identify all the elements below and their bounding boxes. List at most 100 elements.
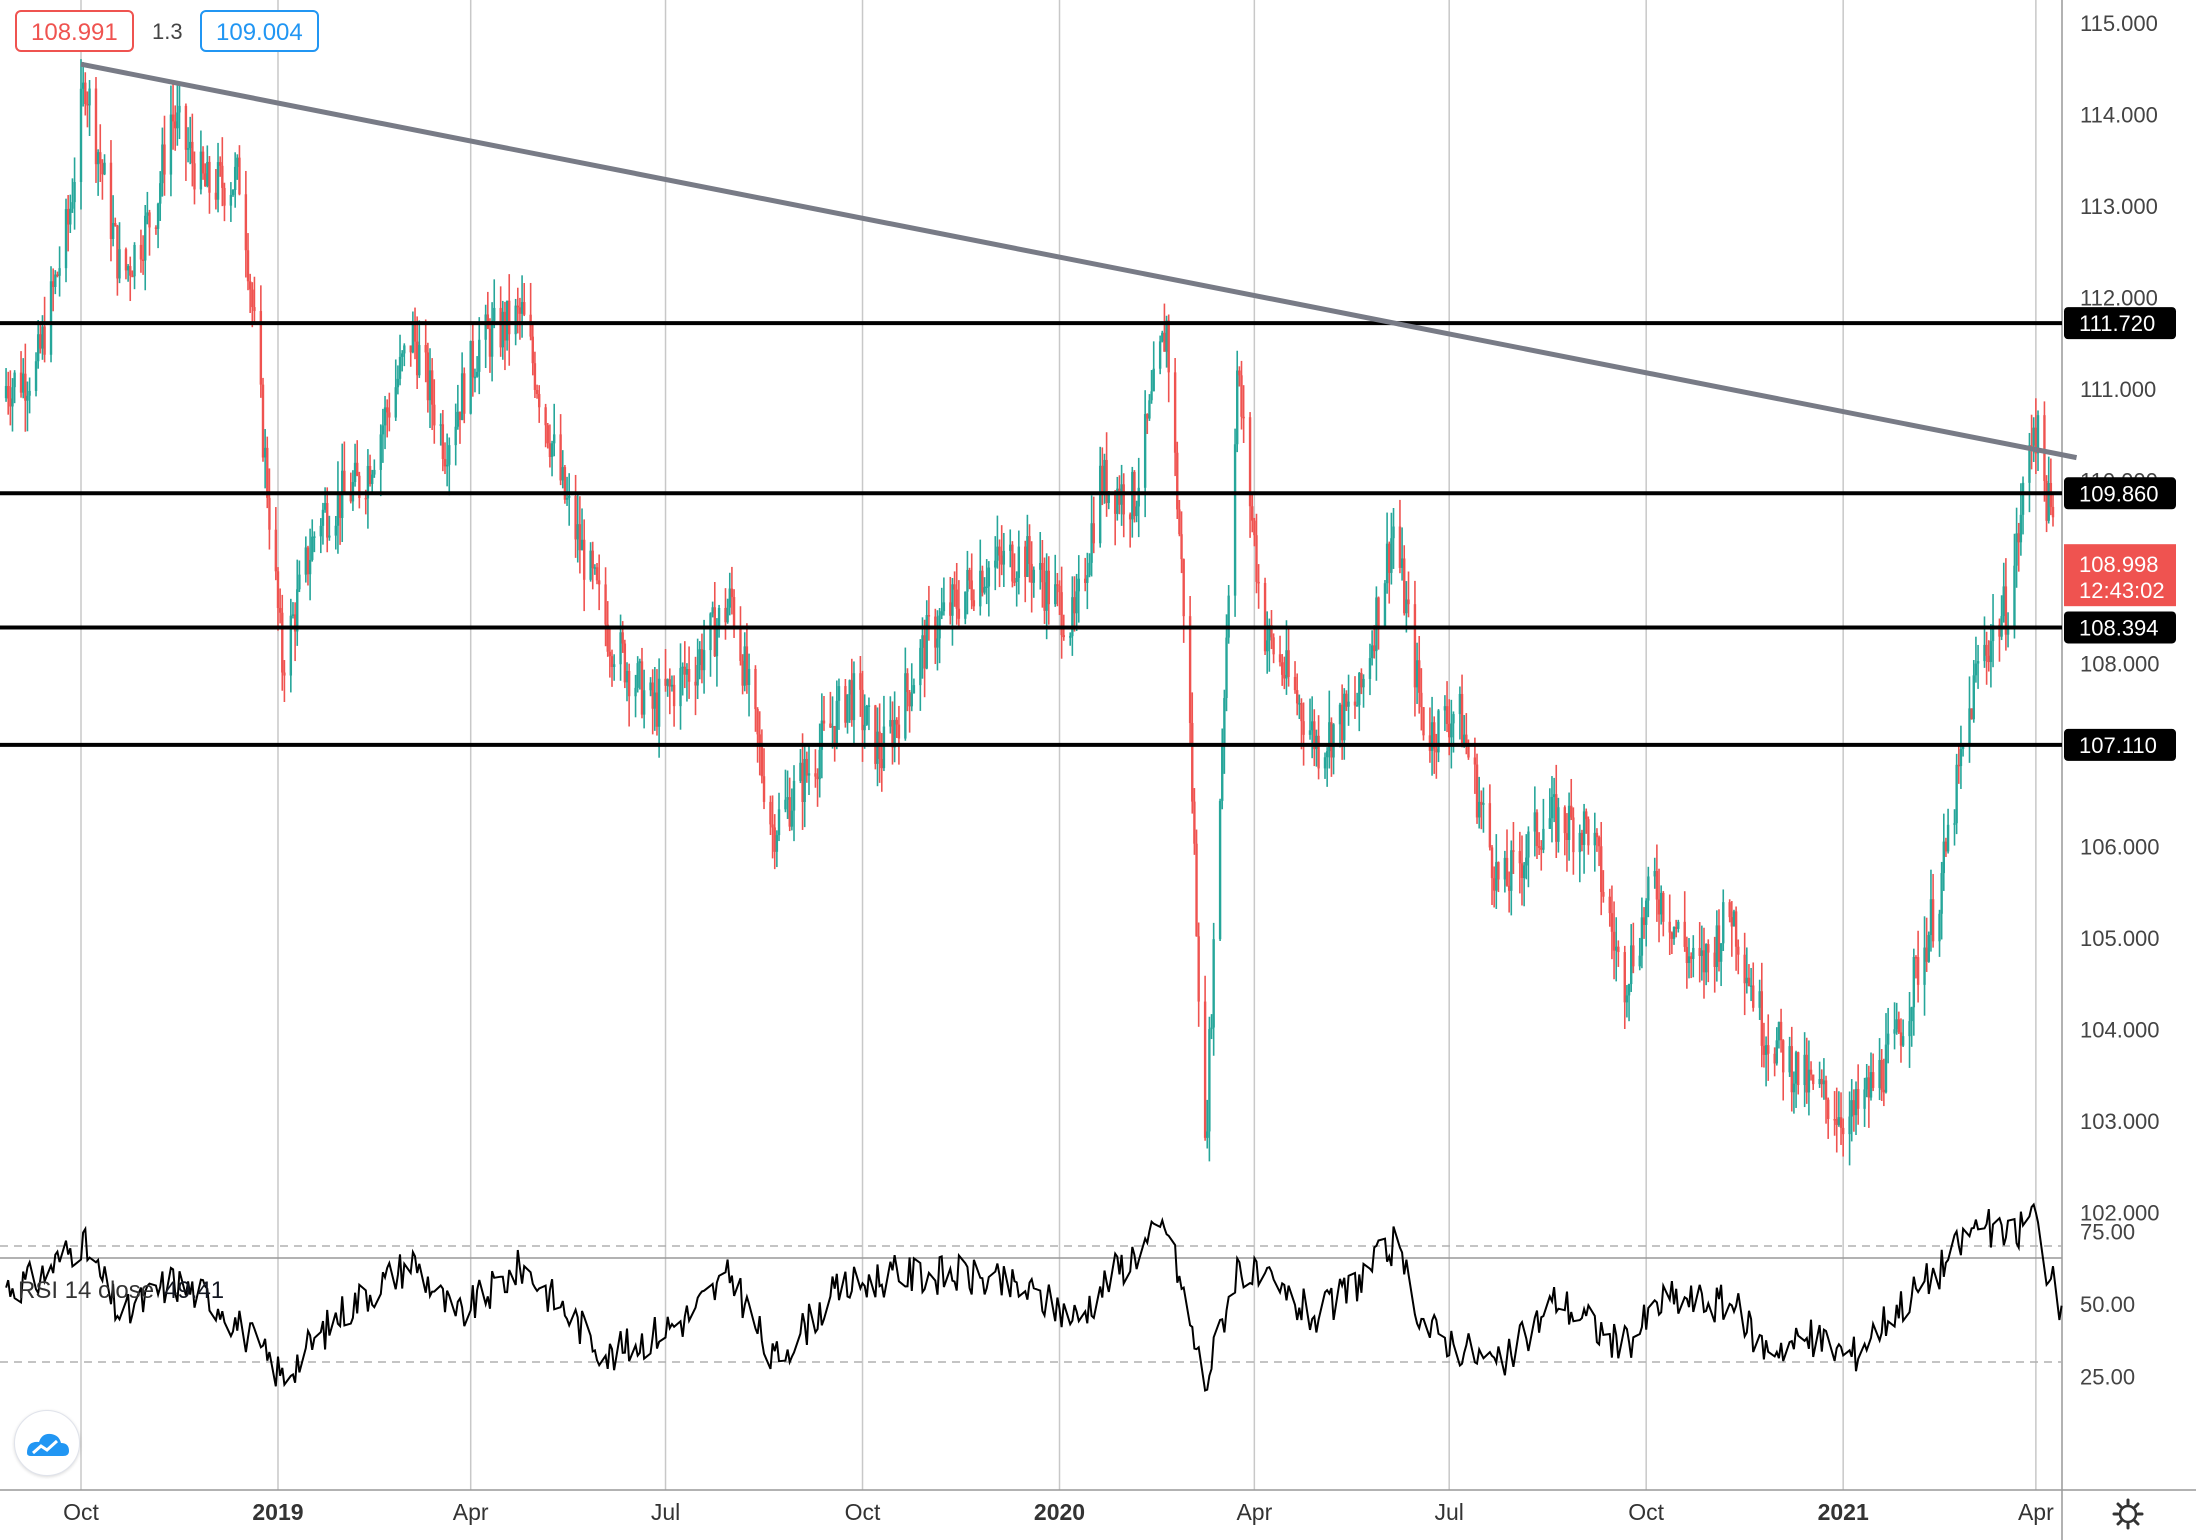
candle	[1653, 857, 1656, 889]
candle	[1775, 1027, 1778, 1066]
candle	[176, 83, 179, 146]
candle	[426, 342, 430, 413]
candle	[1989, 624, 1993, 688]
candle	[1398, 499, 1402, 574]
candle	[81, 62, 85, 107]
candle	[724, 588, 727, 640]
candle	[1826, 1097, 1830, 1139]
candle	[1270, 610, 1273, 650]
candle	[1610, 885, 1614, 960]
candle	[21, 358, 25, 399]
candle	[69, 194, 72, 233]
candle	[696, 638, 699, 700]
time-tick-label: 2020	[1034, 1499, 1085, 1525]
candle	[533, 351, 537, 399]
candle	[1704, 943, 1708, 986]
rsi-pane	[0, 1202, 2063, 1392]
bid-price-box[interactable]: 108.991	[15, 10, 134, 52]
svg-text:108.394: 108.394	[2079, 615, 2159, 640]
candle	[159, 171, 162, 221]
rsi-value: 49.41	[164, 1277, 225, 1304]
candle	[1248, 412, 1252, 538]
candle	[289, 598, 293, 693]
candle	[1497, 861, 1500, 893]
candle	[966, 550, 969, 615]
candle	[1640, 897, 1644, 969]
candle	[409, 345, 412, 367]
candle	[1148, 394, 1151, 421]
price-axis[interactable]: 115.000114.000113.000112.000111.000110.0…	[2064, 11, 2176, 1390]
candle	[582, 519, 586, 612]
candle	[1032, 566, 1036, 598]
candle	[1991, 594, 1995, 668]
candle	[1083, 557, 1087, 592]
candle	[1492, 866, 1496, 908]
candle	[1925, 917, 1928, 972]
candle	[1133, 470, 1136, 523]
time-axis[interactable]: Oct 2019 Apr Jul Oct 2020 Apr Jul Oct 2021 Apr	[63, 1499, 2054, 1525]
candle	[538, 385, 541, 423]
candle	[116, 224, 119, 296]
candle	[1893, 1002, 1896, 1050]
candle	[1285, 620, 1288, 695]
candle	[413, 307, 417, 360]
candle	[1060, 566, 1063, 659]
candle	[1946, 808, 1950, 854]
candle	[1503, 850, 1507, 893]
candle	[1510, 840, 1513, 916]
price-tick-label: 105.000	[2080, 926, 2160, 951]
candle	[1373, 625, 1376, 659]
candle	[546, 422, 549, 449]
candle	[1927, 931, 1931, 963]
candle	[178, 85, 181, 140]
candle	[186, 127, 190, 163]
rsi-legend[interactable]: RSI 14 close 49.41	[18, 1277, 224, 1305]
candle	[1251, 493, 1254, 533]
candle	[861, 670, 864, 762]
candle	[1443, 695, 1447, 731]
candle	[1899, 1018, 1903, 1063]
candle	[246, 233, 250, 291]
candle	[640, 647, 644, 719]
candle	[874, 704, 877, 770]
price-tick-label: 111.000	[2080, 377, 2156, 402]
candle	[1629, 924, 1633, 992]
candle	[214, 169, 218, 210]
candle	[133, 242, 136, 290]
candle	[1167, 314, 1170, 403]
candle	[848, 679, 851, 723]
candle	[304, 536, 308, 583]
settings-gear-icon[interactable]	[2112, 1498, 2144, 1530]
candle	[1428, 707, 1432, 763]
candle	[957, 580, 961, 627]
candle	[58, 246, 61, 297]
candle	[1550, 776, 1554, 843]
candle	[236, 154, 239, 180]
rsi-tick-label: 75.00	[2080, 1220, 2135, 1245]
candle	[970, 553, 973, 610]
candle	[904, 647, 907, 741]
candle	[1743, 932, 1746, 1016]
candle	[979, 539, 982, 616]
candle	[563, 465, 567, 504]
candle	[418, 320, 421, 378]
candle	[266, 436, 269, 509]
candle	[1833, 1091, 1836, 1136]
candle	[99, 124, 102, 183]
candle	[1233, 428, 1237, 617]
candle	[1722, 889, 1725, 951]
ask-price-box[interactable]: 109.004	[200, 10, 319, 52]
candle	[968, 567, 971, 590]
horizontal-levels	[0, 321, 2062, 747]
trendline[interactable]	[80, 61, 2078, 461]
price-tick-label: 104.000	[2080, 1018, 2160, 1043]
candle	[73, 157, 76, 230]
tradingview-logo-icon[interactable]	[14, 1410, 80, 1476]
candle	[433, 379, 436, 444]
candle	[1871, 1053, 1875, 1092]
svg-text:107.110: 107.110	[2079, 733, 2157, 758]
candle	[576, 495, 579, 563]
candle	[1970, 708, 1973, 720]
candle	[1325, 747, 1329, 787]
